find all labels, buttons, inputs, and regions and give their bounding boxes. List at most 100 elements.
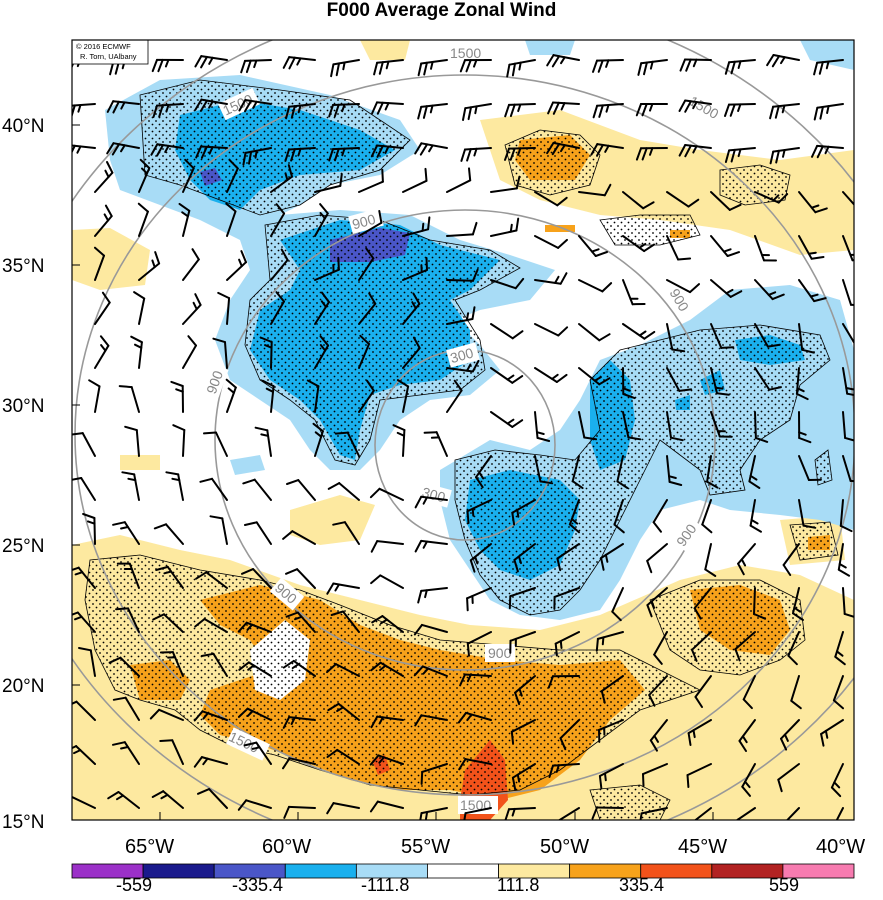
wind-barb xyxy=(511,499,536,526)
wind-barb xyxy=(534,367,568,383)
wind-barb xyxy=(754,191,789,204)
wind-barb xyxy=(306,379,320,413)
wind-barb xyxy=(330,610,360,633)
lat-label: 25°N xyxy=(2,536,44,557)
wind-barb xyxy=(159,739,184,765)
wind-barb xyxy=(314,203,329,237)
wind-barb xyxy=(88,379,101,413)
wind-barb xyxy=(458,758,492,771)
wind-barb xyxy=(138,158,151,193)
wind-barb xyxy=(237,707,272,721)
wind-barb xyxy=(285,611,316,633)
wind-barb xyxy=(837,543,851,577)
wind-barb xyxy=(459,673,492,687)
wind-barb xyxy=(842,279,854,306)
wind-barb xyxy=(511,763,536,791)
wind-barb xyxy=(704,543,717,577)
colorbar-label: -335.4 xyxy=(232,875,283,895)
wind-barb xyxy=(94,204,113,237)
wind-barb xyxy=(72,103,96,118)
wind-barb xyxy=(510,719,536,745)
wind-barb xyxy=(152,103,184,118)
colorbar xyxy=(71,863,855,879)
wind-barb xyxy=(534,272,568,285)
wind-barb xyxy=(834,631,846,666)
wind-barb xyxy=(782,543,800,576)
wind-barb xyxy=(466,587,492,612)
wind-barb xyxy=(754,279,785,301)
wind-barb xyxy=(194,55,228,69)
wind-barb xyxy=(243,741,272,765)
wind-barb xyxy=(598,763,624,789)
wind-barb xyxy=(622,235,656,253)
chart-title: F000 Average Zonal Wind xyxy=(326,0,557,21)
wind-barb xyxy=(592,59,624,73)
wind-barb xyxy=(710,191,742,211)
wind-barb xyxy=(832,675,844,710)
wind-barb xyxy=(417,587,448,604)
wind-barb xyxy=(193,710,228,722)
wind-barb xyxy=(475,455,492,489)
wind-barb xyxy=(842,411,854,442)
wind-barb xyxy=(261,379,275,413)
wind-barb xyxy=(578,279,613,293)
wind-barb xyxy=(254,426,272,457)
wind-barb xyxy=(652,499,668,533)
wind-barb xyxy=(534,191,568,207)
wind-barb xyxy=(159,651,184,677)
wind-barb xyxy=(534,323,569,337)
wind-barb xyxy=(242,478,272,501)
wind-barb xyxy=(691,631,712,662)
wind-barb xyxy=(358,168,384,193)
colorbar-label: 335.4 xyxy=(619,875,664,895)
wind-barb xyxy=(330,59,360,78)
latitude-labels: 40°N 35°N 30°N 25°N 20°N 15°N xyxy=(2,116,44,833)
wind-barb xyxy=(735,807,756,820)
wind-barb xyxy=(649,719,668,752)
wind-barb xyxy=(724,103,756,117)
wind-barb xyxy=(326,663,360,677)
wind-barb xyxy=(490,175,521,193)
credit-line-1: © 2016 ECMWF xyxy=(76,42,131,51)
wind-barb xyxy=(459,59,492,73)
wind-barb xyxy=(72,432,96,457)
contour-label: 900 xyxy=(203,368,226,396)
lon-label: 45°W xyxy=(678,836,727,858)
colorbar-label: 111.8 xyxy=(497,875,539,895)
wind-barb xyxy=(666,323,686,353)
wind-barb xyxy=(693,807,712,820)
wind-barb xyxy=(423,431,448,457)
wind-barb xyxy=(446,359,480,373)
wind-barb xyxy=(578,235,608,257)
wind-barb xyxy=(646,587,668,618)
wind-barb xyxy=(798,455,822,481)
wind-barb xyxy=(72,566,96,589)
wind-barb xyxy=(795,367,809,401)
wind-barb xyxy=(666,455,683,486)
wind-barb xyxy=(314,291,330,325)
wind-barb xyxy=(402,336,421,369)
wind-barb xyxy=(200,652,228,677)
wind-barb xyxy=(622,323,656,340)
wind-barb xyxy=(116,562,140,589)
wind-barb xyxy=(811,144,844,159)
wind-barb xyxy=(270,291,285,325)
wind-barb xyxy=(419,807,448,820)
lat-label: 15°N xyxy=(2,812,44,833)
wind-barb xyxy=(446,268,479,282)
wind-barb xyxy=(371,101,404,115)
wind-barb xyxy=(370,715,404,729)
wind-barb xyxy=(446,379,463,413)
wind-barb xyxy=(369,487,404,501)
wind-barb xyxy=(754,411,769,443)
wind-barb xyxy=(842,455,854,483)
wind-barb xyxy=(820,719,844,747)
plot-frame xyxy=(71,39,855,821)
wind-barb xyxy=(194,618,228,633)
wind-barb xyxy=(738,719,756,752)
wind-barb xyxy=(679,58,712,72)
wind-barb xyxy=(402,167,428,193)
wind-barb xyxy=(283,805,316,819)
wind-barb xyxy=(694,675,712,708)
